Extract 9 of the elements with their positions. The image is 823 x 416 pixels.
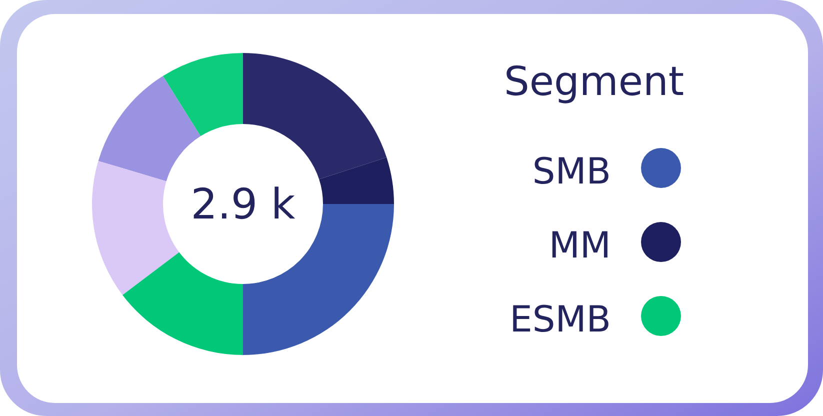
legend-label: SMB (532, 152, 611, 192)
legend-label: MM (548, 226, 611, 266)
donut-slice (122, 252, 243, 355)
donut-slice (98, 76, 201, 182)
legend-label: ESMB (510, 300, 611, 340)
donut-slice (162, 53, 243, 136)
donut-slice (92, 160, 180, 296)
text: 2.9 k (190, 180, 296, 228)
legend-title: Segment (504, 59, 684, 105)
